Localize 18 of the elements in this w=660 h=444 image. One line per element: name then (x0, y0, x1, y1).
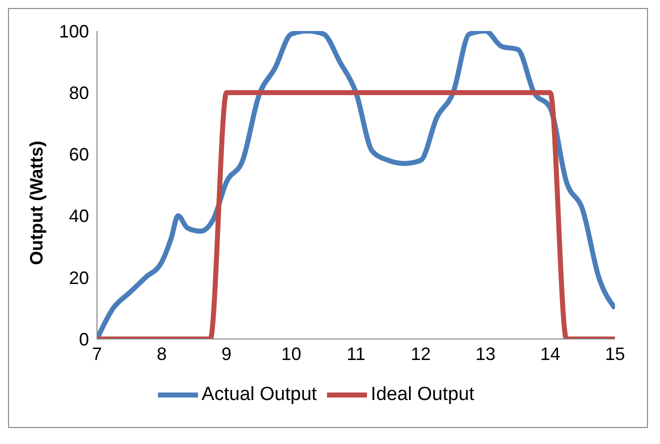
x-tick-label: 12 (410, 344, 431, 364)
legend-label: Ideal Output (370, 384, 474, 406)
x-tick-label: 11 (346, 344, 366, 364)
y-axis-title: Output (Watts) (26, 140, 46, 265)
y-tick-label: 60 (68, 144, 89, 165)
y-tick-label: 100 (58, 21, 89, 42)
y-tick-label: 20 (68, 268, 89, 288)
y-tick-label: 40 (68, 206, 89, 226)
x-tick-label: 14 (540, 344, 560, 364)
x-tick-label: 8 (156, 344, 167, 364)
x-tick-label: 9 (221, 344, 232, 364)
y-tick-label: 80 (68, 82, 89, 103)
x-tick-label: 15 (604, 344, 626, 364)
x-tick-label: 7 (92, 344, 102, 364)
x-tick-label: 13 (475, 344, 496, 364)
y-tick-label: 0 (78, 329, 89, 350)
x-tick-label: 10 (281, 344, 302, 364)
legend-label: Actual Output (202, 384, 317, 406)
